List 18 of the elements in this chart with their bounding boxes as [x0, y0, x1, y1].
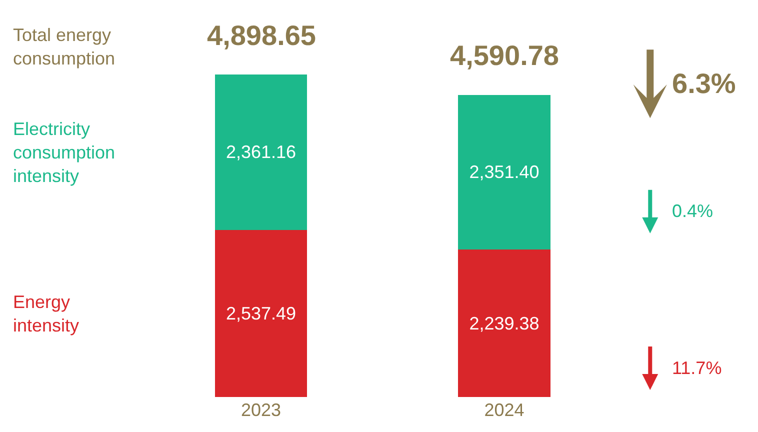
data-label: 2,361.16	[226, 142, 296, 162]
data-label: 2,351.40	[469, 162, 540, 182]
text: Electricity consumption intensity	[13, 119, 116, 186]
text: Energy intensity	[13, 292, 80, 336]
text: Total energy consumption	[13, 25, 116, 68]
bar	[458, 250, 550, 397]
x-tick-label: 2024	[484, 400, 524, 420]
x-tick-label: 2023	[241, 400, 282, 420]
bar	[214, 230, 308, 397]
total-label: 4,590.78	[450, 40, 559, 71]
total-label: 4,898.65	[207, 20, 316, 51]
text: 6.3%	[672, 68, 736, 99]
text: 0.4%	[672, 201, 714, 221]
data-label: 2,537.49	[226, 303, 296, 324]
text: 11.7%	[672, 358, 722, 378]
data-label: 2,239.38	[469, 313, 540, 334]
bar	[458, 94, 550, 250]
bar	[214, 74, 308, 230]
